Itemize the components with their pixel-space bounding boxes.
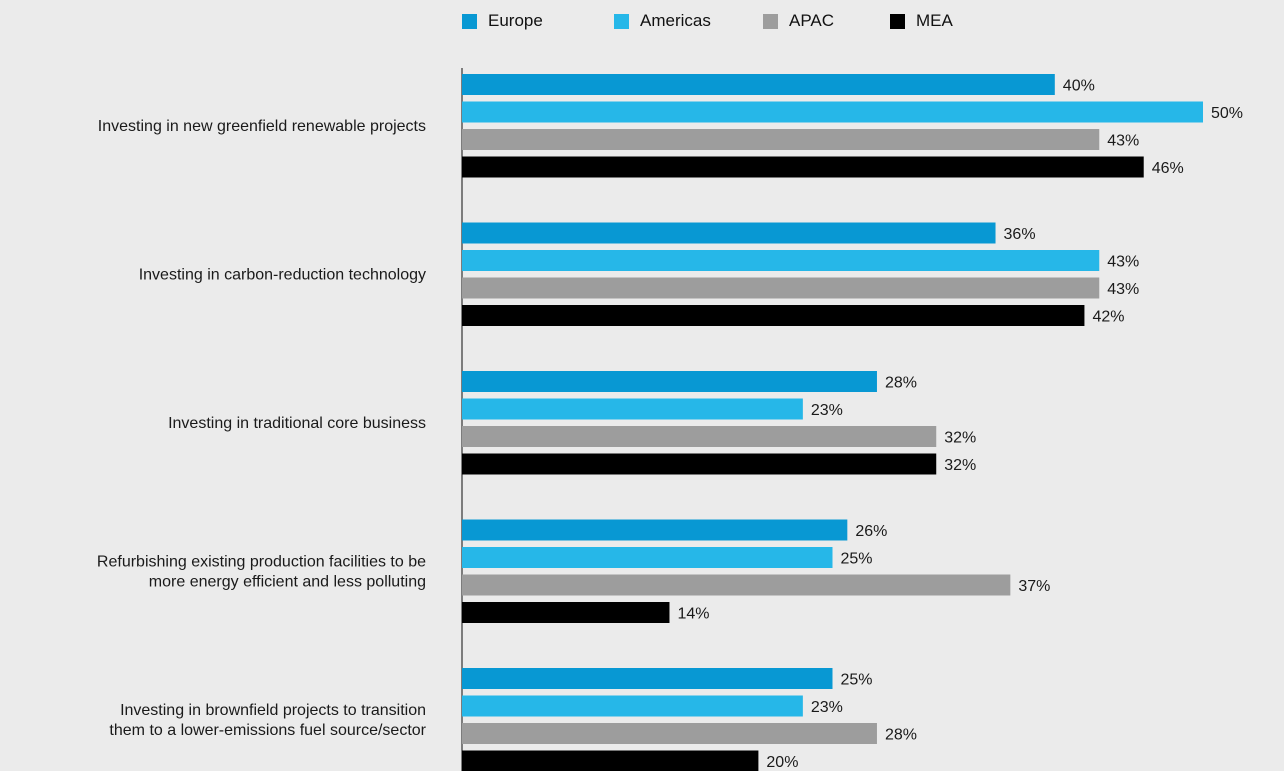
data-label-americas: 25% [841,551,873,568]
data-label-apac: 37% [1018,578,1050,595]
legend-swatch-europe [462,13,477,29]
data-label-europe: 36% [1004,226,1036,243]
legend-label-americas: Americas [640,11,711,30]
legend-label-mea: MEA [916,11,953,30]
bar-mea [462,602,670,623]
bar-mea [462,305,1085,326]
bar-americas [462,250,1100,271]
category-label-line: more energy efficient and less polluting [149,573,426,590]
bar-mea [462,750,759,771]
bar-apac [462,574,1011,596]
category-label: Investing in brownfield projects to tran… [109,702,426,739]
bar-europe [462,668,833,689]
legend-item-mea: MEA [890,11,953,31]
category-label: Investing in traditional core business [168,415,426,432]
data-label-mea: 42% [1092,309,1124,326]
category-label-line: Investing in traditional core business [168,415,426,432]
data-label-americas: 23% [811,699,843,716]
data-label-mea: 46% [1152,160,1184,177]
bar-apac [462,277,1100,299]
data-label-mea: 20% [766,754,798,771]
bar-europe [462,371,877,392]
legend-item-europe: Europe [462,11,614,31]
data-label-europe: 26% [855,523,887,540]
bar-americas [462,547,833,568]
category-label: Refurbishing existing production facilit… [97,553,426,590]
bar-mea [462,453,937,475]
data-label-apac: 43% [1107,281,1139,298]
legend-item-apac: APAC [763,11,890,31]
bar-europe [462,519,848,541]
data-label-americas: 43% [1107,254,1139,271]
data-label-europe: 40% [1063,78,1095,95]
bar-europe [462,74,1055,95]
data-label-americas: 23% [811,402,843,419]
category-label-line: them to a lower-emissions fuel source/se… [109,722,426,739]
category-label-line: Investing in new greenfield renewable pr… [98,118,426,135]
chart-legend: Europe Americas APAC MEA [462,10,953,32]
legend-label-europe: Europe [488,11,543,30]
data-label-apac: 28% [885,727,917,744]
category-label-line: Investing in carbon-reduction technology [139,266,426,283]
category-label: Investing in carbon-reduction technology [139,266,426,283]
data-label-europe: 28% [885,375,917,392]
category-label: Investing in new greenfield renewable pr… [98,118,426,135]
bar-europe [462,222,996,244]
data-label-mea: 32% [944,457,976,474]
bar-mea [462,156,1144,178]
data-label-apac: 32% [944,430,976,447]
legend-item-americas: Americas [614,11,763,31]
bar-americas [462,695,803,717]
data-label-mea: 14% [677,606,709,623]
bar-americas [462,398,803,420]
data-label-apac: 43% [1107,133,1139,150]
bar-apac [462,426,937,447]
legend-swatch-apac [763,13,778,29]
legend-swatch-mea [890,13,905,29]
data-label-europe: 25% [841,672,873,689]
category-label-line: Investing in brownfield projects to tran… [120,702,426,719]
legend-label-apac: APAC [789,11,835,30]
bar-apac [462,723,877,744]
bar-apac [462,129,1100,150]
category-label-line: Refurbishing existing production facilit… [97,553,426,570]
legend-swatch-americas [614,13,629,29]
bar-americas [462,101,1203,123]
data-label-americas: 50% [1211,105,1243,122]
